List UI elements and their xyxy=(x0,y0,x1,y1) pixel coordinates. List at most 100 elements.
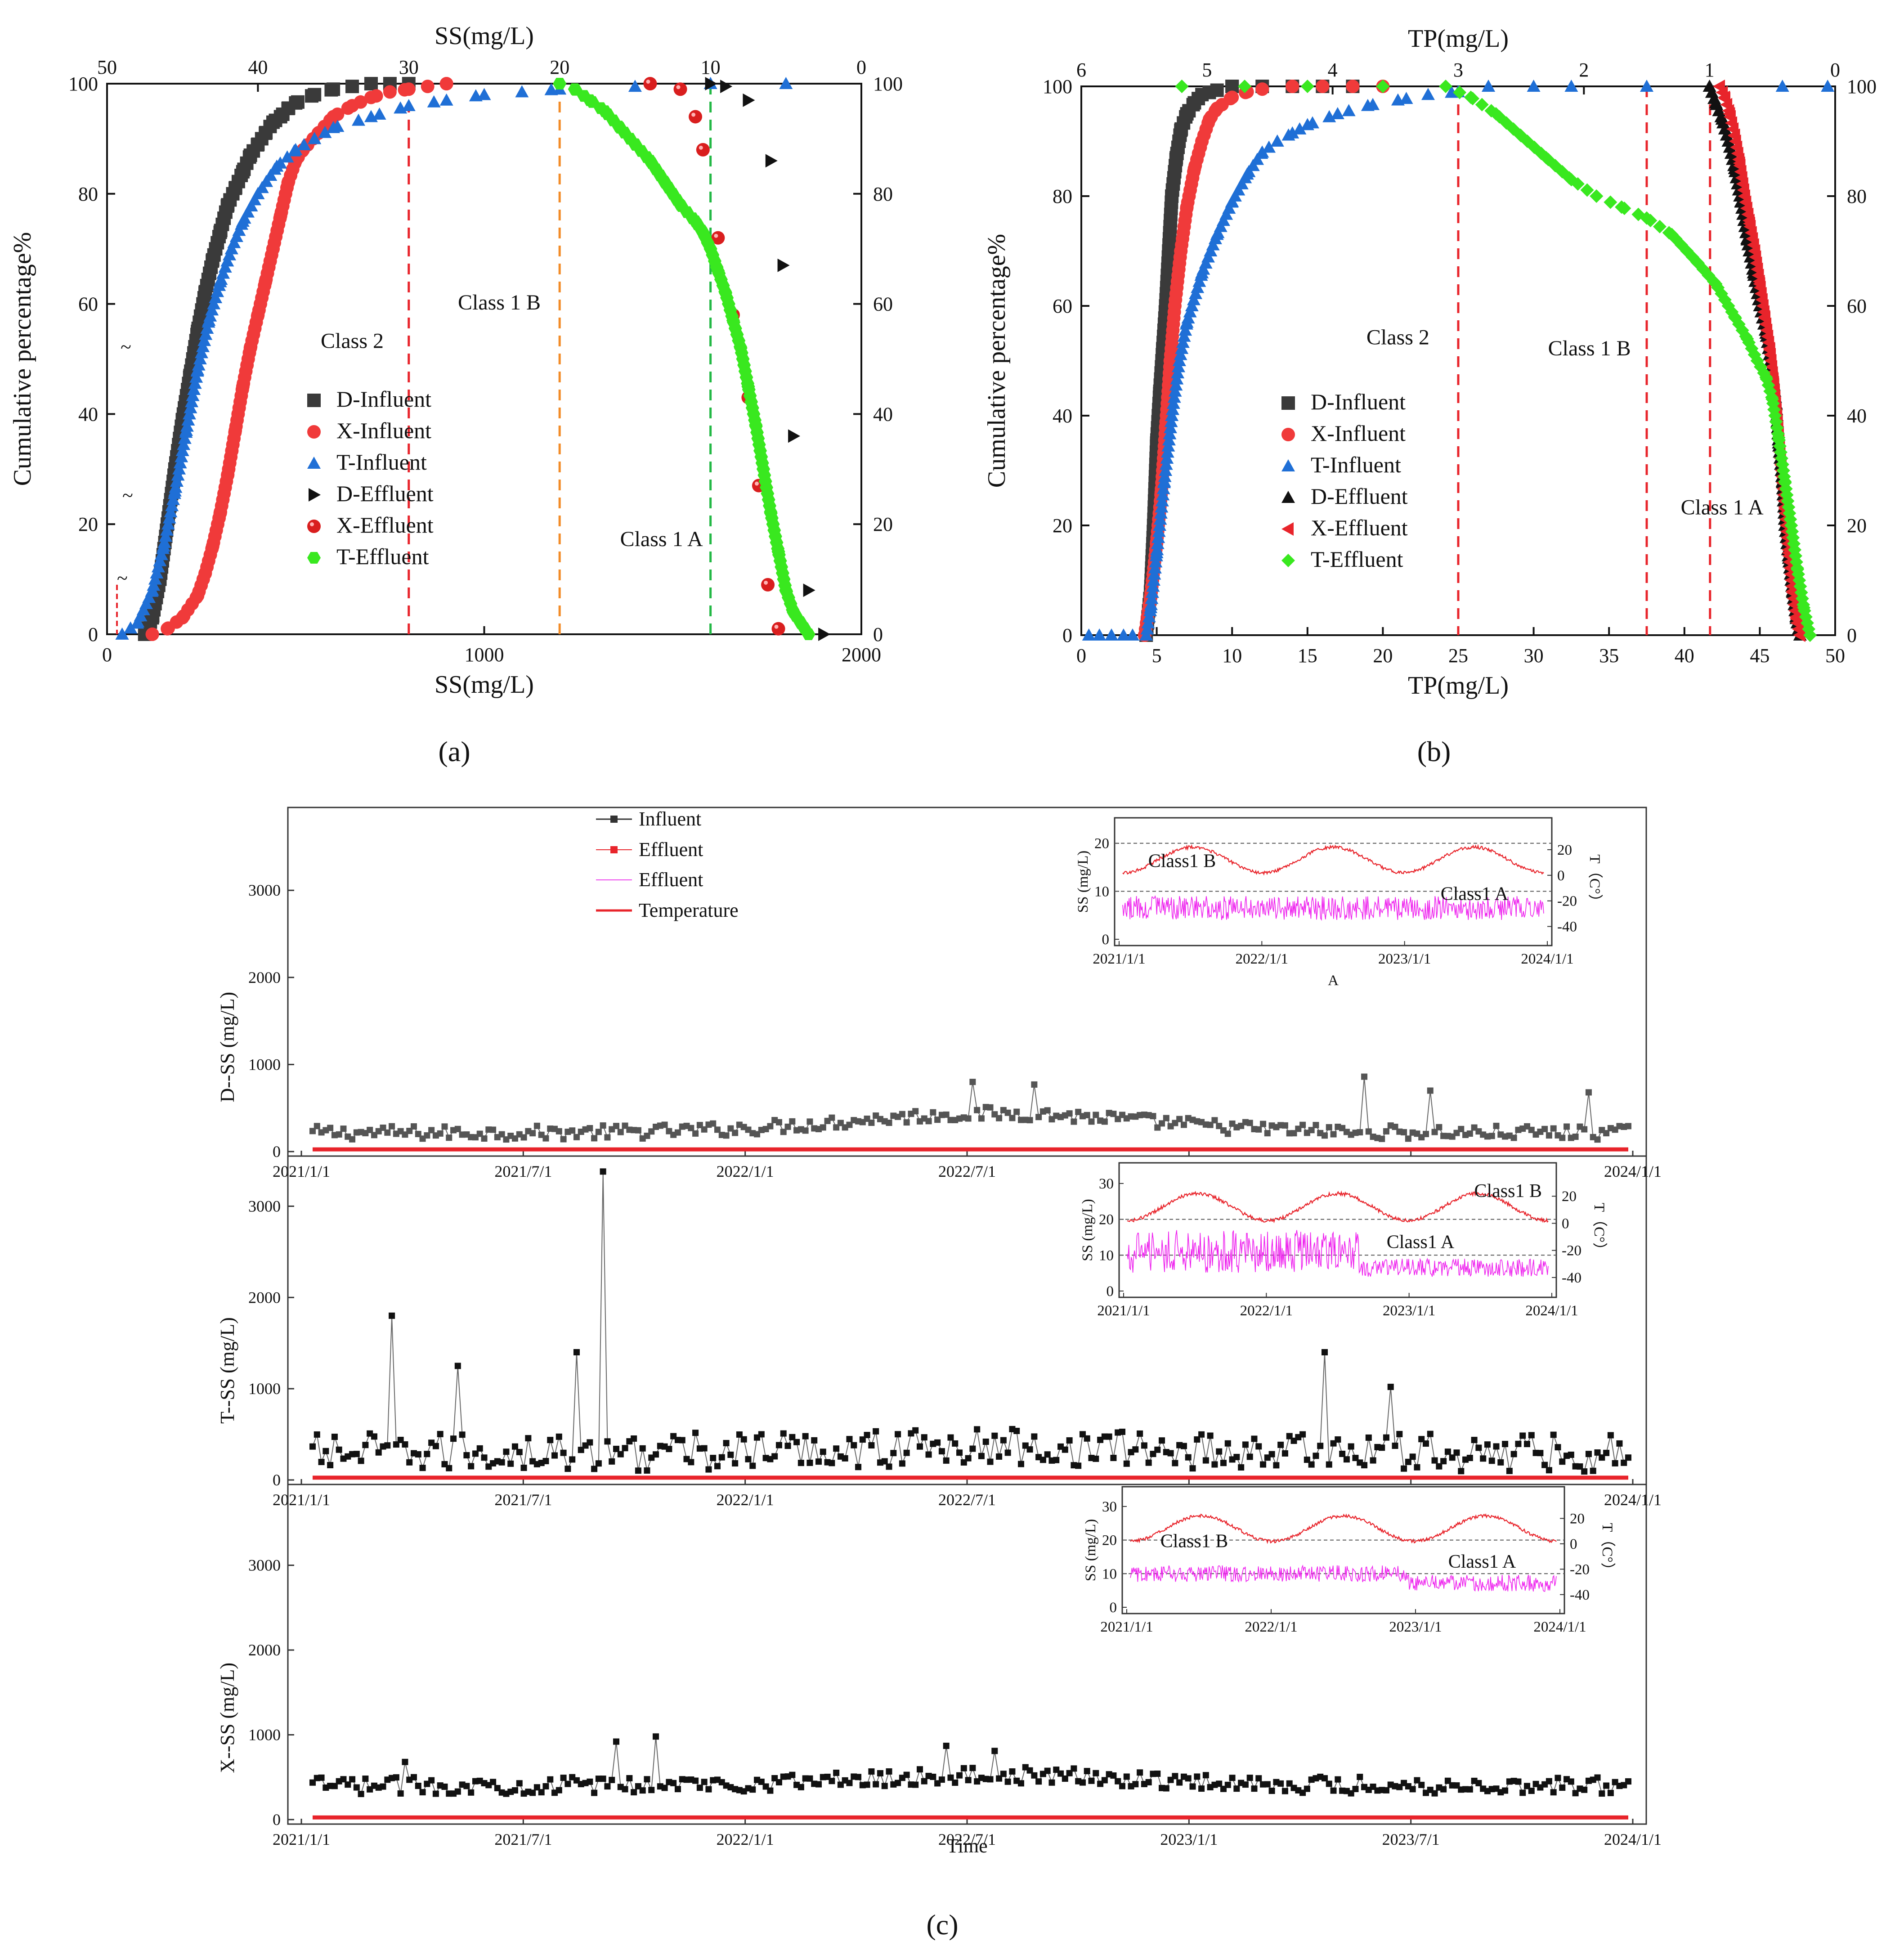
data-point xyxy=(197,334,211,346)
data-point-shine xyxy=(646,80,650,84)
data-point xyxy=(1187,293,1201,305)
data-point xyxy=(1709,277,1723,291)
influent-point xyxy=(1379,1444,1385,1451)
legend-label: X-Influent xyxy=(336,418,431,443)
influent-point xyxy=(1084,1112,1090,1118)
data-point xyxy=(1210,101,1224,115)
top-tick-label: 1 xyxy=(1705,59,1715,81)
influent-point xyxy=(340,1776,347,1783)
legend-label: T-Effluent xyxy=(1311,547,1403,572)
influent-point xyxy=(1348,1443,1354,1450)
data-point xyxy=(327,82,340,96)
data-point xyxy=(734,342,748,354)
data-point xyxy=(241,205,255,218)
data-point xyxy=(1156,482,1170,494)
data-point xyxy=(289,154,303,168)
inset-ss-tick-label: 20 xyxy=(1094,836,1109,852)
data-point xyxy=(280,150,294,163)
data-point xyxy=(207,297,221,309)
influent-point xyxy=(1330,1787,1337,1794)
influent-point xyxy=(1528,1432,1535,1439)
data-point xyxy=(1721,135,1735,147)
data-point xyxy=(145,628,159,641)
data-point-shine xyxy=(754,481,759,486)
influent-point xyxy=(529,1130,536,1137)
data-point xyxy=(151,560,165,573)
influent-point xyxy=(974,1426,981,1433)
influent-point xyxy=(1198,1431,1205,1438)
influent-point xyxy=(1299,1121,1306,1128)
influent-point xyxy=(1550,1125,1557,1132)
influent-point xyxy=(428,1127,435,1134)
influent-point xyxy=(446,1465,452,1471)
influent-point xyxy=(820,1124,826,1131)
top-tick-label: 50 xyxy=(97,56,117,78)
influent-point xyxy=(1180,1443,1187,1449)
data-point xyxy=(1421,88,1435,100)
data-point xyxy=(1439,80,1453,93)
influent-point xyxy=(1405,1135,1411,1142)
influent-point xyxy=(974,1107,981,1113)
influent-point xyxy=(547,1437,554,1444)
data-point xyxy=(1376,80,1390,93)
influent-point xyxy=(1145,1779,1152,1785)
influent-point xyxy=(1392,1124,1398,1130)
influent-point xyxy=(780,1430,787,1437)
data-point-shine xyxy=(764,580,768,585)
data-point xyxy=(628,80,642,92)
influent-point xyxy=(389,1123,395,1130)
influent-point xyxy=(1255,1775,1262,1782)
data-point xyxy=(749,419,763,431)
influent-point xyxy=(987,1104,994,1111)
data-point xyxy=(568,83,582,95)
influent-point xyxy=(1528,1788,1535,1794)
influent-point xyxy=(1392,1442,1398,1449)
data-point xyxy=(1168,384,1182,397)
data-point xyxy=(200,322,214,334)
legend-marker xyxy=(307,520,321,533)
influent-point xyxy=(829,1460,835,1466)
influent-point xyxy=(1603,1130,1610,1137)
data-point xyxy=(1157,475,1171,487)
influent-point xyxy=(428,1777,435,1784)
series-t-influent xyxy=(1139,80,1496,641)
influent-point xyxy=(1502,1441,1509,1448)
influent-point xyxy=(353,1784,360,1791)
influent-point xyxy=(877,1770,883,1776)
data-point xyxy=(352,113,365,126)
class-label: Class 1 A xyxy=(620,527,703,551)
data-point xyxy=(1139,628,1153,641)
influent-point xyxy=(1322,1349,1328,1355)
data-point xyxy=(1206,238,1220,251)
influent-point xyxy=(1361,1462,1368,1469)
influent-point xyxy=(1431,1129,1438,1135)
influent-point xyxy=(925,1118,932,1125)
data-point xyxy=(1723,107,1735,121)
influent-point xyxy=(943,1111,950,1118)
data-point xyxy=(318,126,332,138)
inset-t-tick-label: -20 xyxy=(1557,893,1577,910)
influent-point xyxy=(1330,1131,1337,1138)
x-axis-title: SS(mg/L) xyxy=(435,671,534,699)
y-tick-label: 80 xyxy=(1053,185,1072,207)
inset-temperature-line xyxy=(1130,1513,1557,1544)
inset-ss-label: SS (mg/L) xyxy=(1075,851,1091,913)
date-tick-label: 2024/1/1 xyxy=(1604,1830,1662,1848)
y-tick-label: 0 xyxy=(273,1811,281,1829)
data-point xyxy=(1759,370,1773,384)
date-tick-label: 2022/1/1 xyxy=(717,1491,774,1509)
influent-point xyxy=(732,1130,739,1136)
influent-point xyxy=(1255,1443,1262,1450)
data-point xyxy=(165,499,179,511)
data-point xyxy=(232,224,246,236)
data-point xyxy=(1201,250,1215,263)
influent-point xyxy=(873,1781,879,1788)
influent-point xyxy=(1304,1457,1310,1463)
influent-point xyxy=(851,1442,857,1448)
influent-point xyxy=(564,1466,571,1472)
data-point xyxy=(1175,341,1189,354)
data-point xyxy=(1155,500,1169,513)
inset-ss-tick-label: 0 xyxy=(1110,1600,1117,1616)
influent-point xyxy=(789,1771,796,1778)
